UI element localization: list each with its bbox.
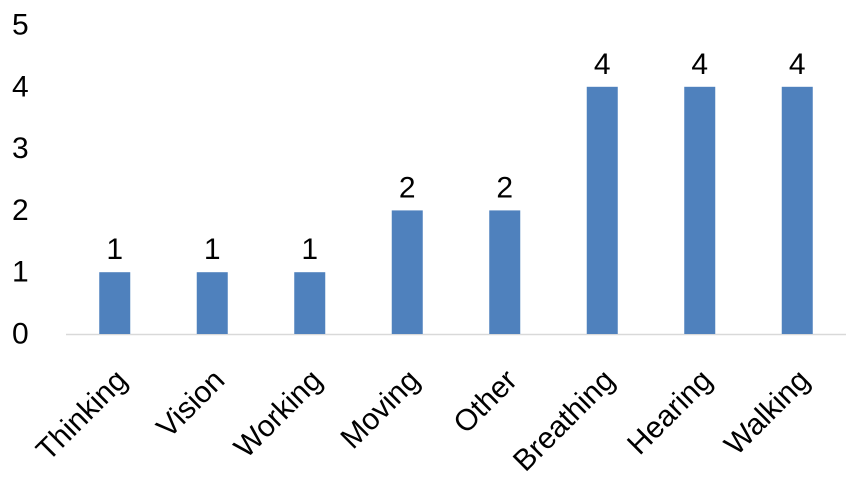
bar xyxy=(586,86,618,334)
x-tick-label: Moving xyxy=(334,364,426,456)
x-tick-label: Working xyxy=(228,364,329,465)
x-tick-label: Walking xyxy=(718,364,816,462)
y-tick-label: 3 xyxy=(12,132,29,165)
data-label: 1 xyxy=(204,233,221,266)
x-tick-label: Thinking xyxy=(30,364,134,468)
x-tick-label: Breathing xyxy=(507,364,621,478)
data-labels: 1 1 1 2 2 4 4 4 xyxy=(106,48,805,266)
data-label: 2 xyxy=(496,171,513,204)
bar-series xyxy=(99,86,813,334)
x-tick-label: Other xyxy=(447,364,523,440)
x-tick-label: Hearing xyxy=(621,364,719,462)
y-axis-tick-labels: 0 1 2 3 4 5 xyxy=(12,9,29,351)
bar xyxy=(781,86,813,334)
bar xyxy=(684,86,716,334)
data-label: 2 xyxy=(399,171,416,204)
y-tick-label: 5 xyxy=(12,9,29,42)
y-tick-label: 2 xyxy=(12,194,29,227)
y-tick-label: 0 xyxy=(12,318,29,351)
bar xyxy=(294,272,326,334)
data-label: 4 xyxy=(789,48,806,81)
y-tick-label: 1 xyxy=(12,256,29,289)
data-label: 4 xyxy=(594,48,611,81)
bar xyxy=(196,272,228,334)
y-tick-label: 4 xyxy=(12,70,29,103)
bar xyxy=(489,210,521,334)
data-label: 1 xyxy=(301,233,318,266)
data-label: 1 xyxy=(106,233,123,266)
bar xyxy=(391,210,423,334)
bar xyxy=(99,272,131,334)
x-tick-label: Vision xyxy=(150,364,231,445)
data-label: 4 xyxy=(691,48,708,81)
